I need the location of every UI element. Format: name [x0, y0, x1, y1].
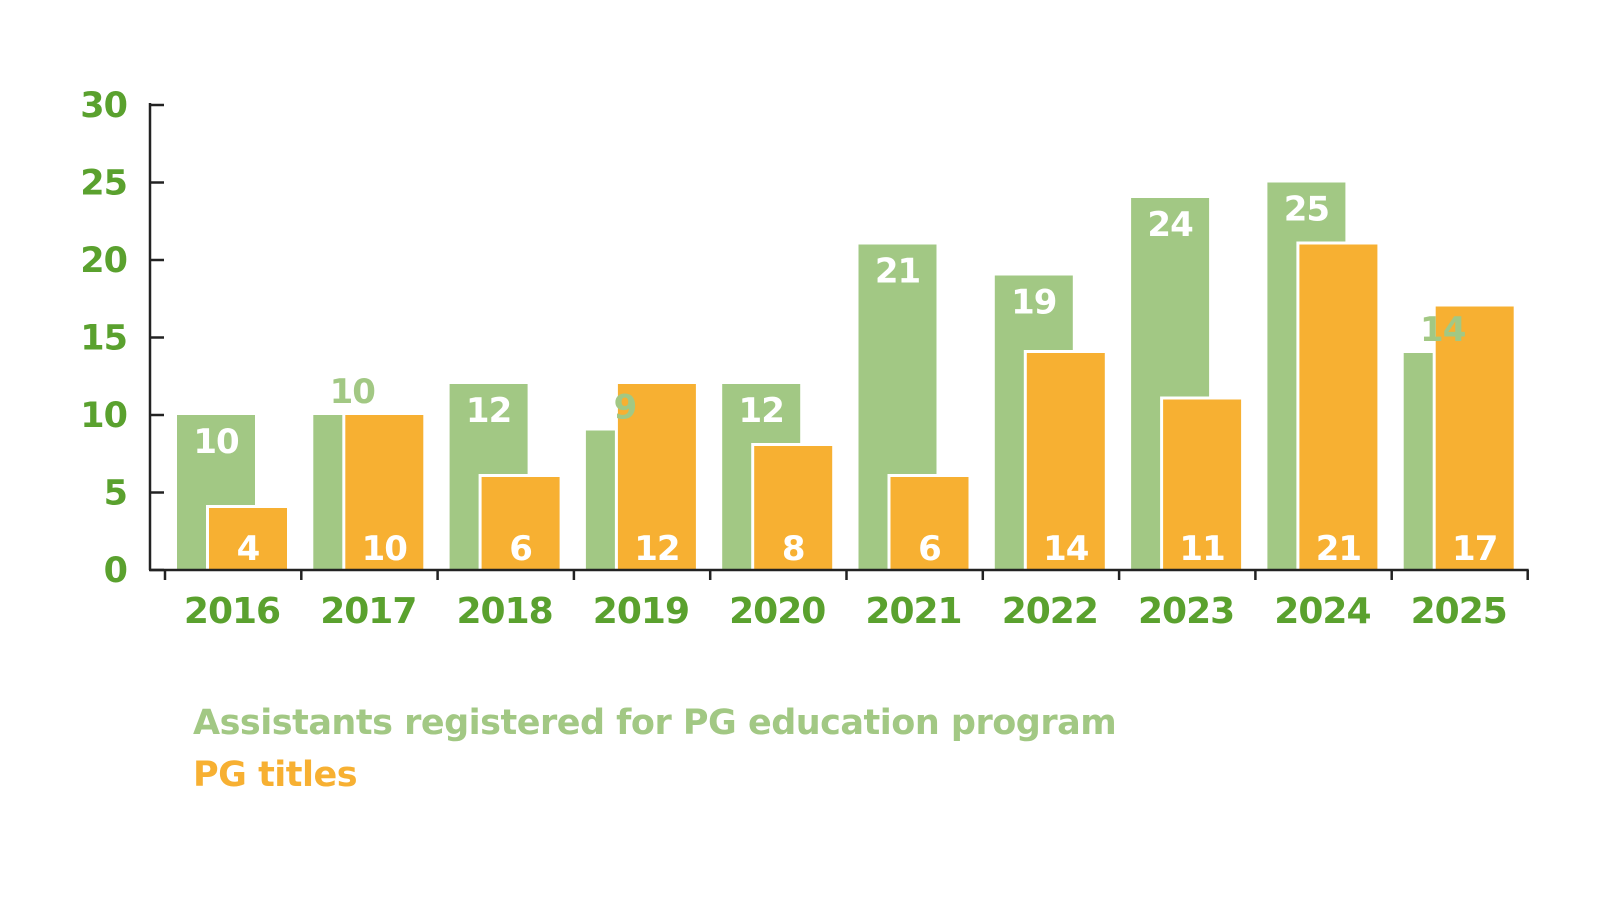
y-label-30: 30 — [80, 86, 127, 126]
x-label-2020: 2020 — [729, 591, 825, 632]
x-label-2022: 2022 — [1002, 591, 1098, 632]
label-pg-titles-2017: 10 — [362, 529, 408, 569]
y-label-20: 20 — [80, 241, 127, 281]
label-assistants-2016: 10 — [193, 422, 239, 462]
bar-pg-titles-2025 — [1435, 306, 1514, 570]
y-label-5: 5 — [104, 474, 127, 514]
label-pg-titles-2025: 17 — [1452, 529, 1497, 569]
label-pg-titles-2022: 14 — [1043, 529, 1089, 569]
y-label-25: 25 — [80, 164, 127, 204]
x-label-2016: 2016 — [184, 591, 280, 632]
x-label-2023: 2023 — [1138, 591, 1234, 632]
y-label-0: 0 — [104, 551, 127, 591]
bar-pg-titles-2017 — [345, 415, 424, 570]
bar-pg-titles-2018 — [481, 477, 560, 570]
legend-pg-titles: PG titles — [193, 755, 358, 795]
y-label-10: 10 — [80, 396, 127, 436]
x-label-2025: 2025 — [1411, 591, 1507, 632]
label-pg-titles-2016: 4 — [237, 529, 260, 569]
x-label-2017: 2017 — [320, 591, 416, 632]
label-assistants-2023: 24 — [1147, 205, 1193, 245]
bar-pg-titles-2020 — [754, 446, 833, 570]
bars-group — [177, 182, 1514, 570]
label-assistants-2022: 19 — [1011, 283, 1056, 323]
label-assistants-2020: 12 — [739, 391, 784, 431]
bar-pg-titles-2024 — [1299, 244, 1378, 570]
x-label-2024: 2024 — [1274, 591, 1370, 632]
label-assistants-2021: 21 — [875, 252, 920, 292]
label-assistants-2018: 12 — [466, 391, 511, 431]
label-pg-titles-2021: 6 — [918, 529, 941, 569]
label-assistants-2017: 10 — [330, 372, 376, 412]
legend-assistants: Assistants registered for PG education p… — [193, 703, 1117, 743]
label-assistants-2024: 25 — [1284, 190, 1329, 230]
label-pg-titles-2024: 21 — [1316, 529, 1361, 569]
x-label-2018: 2018 — [456, 591, 552, 632]
label-pg-titles-2018: 6 — [509, 529, 532, 569]
label-assistants-2019: 9 — [614, 388, 637, 428]
x-label-2019: 2019 — [593, 591, 689, 632]
axes-group — [148, 103, 1529, 580]
bar-pg-titles-2023 — [1163, 399, 1242, 570]
bar-pg-titles-2019 — [617, 384, 696, 570]
label-pg-titles-2020: 8 — [782, 529, 805, 569]
label-pg-titles-2019: 12 — [634, 529, 679, 569]
y-label-15: 15 — [80, 319, 127, 359]
bar-pg-titles-2016 — [209, 508, 287, 570]
bar-pg-titles-2022 — [1026, 353, 1105, 570]
label-pg-titles-2023: 11 — [1179, 529, 1224, 569]
labels-group: 4102016101020176122018129201981220206212… — [80, 86, 1508, 632]
x-label-2021: 2021 — [865, 591, 961, 632]
bar-pg-titles-2021 — [890, 477, 969, 570]
label-assistants-2025: 14 — [1420, 310, 1466, 350]
